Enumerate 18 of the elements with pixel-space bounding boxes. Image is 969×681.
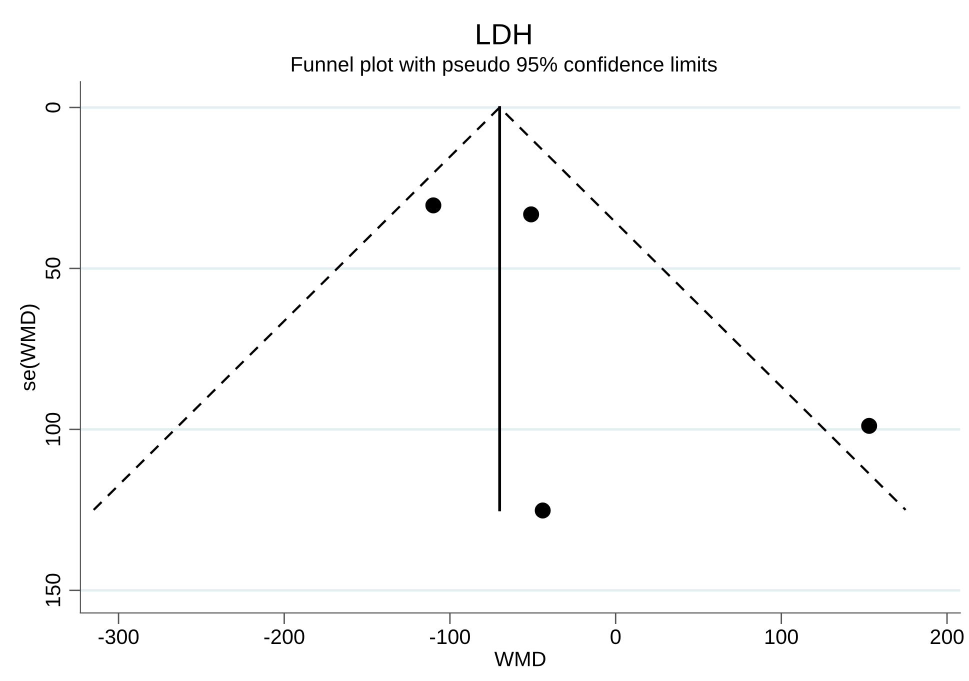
x-tick-label: 200	[930, 629, 964, 644]
y-tick-label: 0	[46, 102, 60, 112]
x-tick-label: 0	[610, 629, 621, 644]
point	[425, 197, 442, 214]
point	[523, 206, 540, 222]
x-tick-label: -100	[430, 629, 470, 644]
y-tick-label: 150	[46, 574, 60, 606]
y-tick-label: 100	[46, 412, 60, 446]
y-tick-label: 50	[46, 258, 60, 280]
point	[861, 418, 878, 434]
point	[534, 502, 551, 519]
x-tick-label: -200	[264, 629, 304, 644]
chart-subtitle: Funnel plot with pseudo 95% confidence limits	[292, 56, 717, 76]
y-axis-title: se(WMD)	[20, 304, 40, 391]
chart-title: LDH	[477, 24, 531, 44]
x-tick-label: 100	[766, 629, 798, 644]
x-tick-label: -300	[98, 629, 139, 644]
x-axis-title: WMD	[494, 652, 546, 666]
